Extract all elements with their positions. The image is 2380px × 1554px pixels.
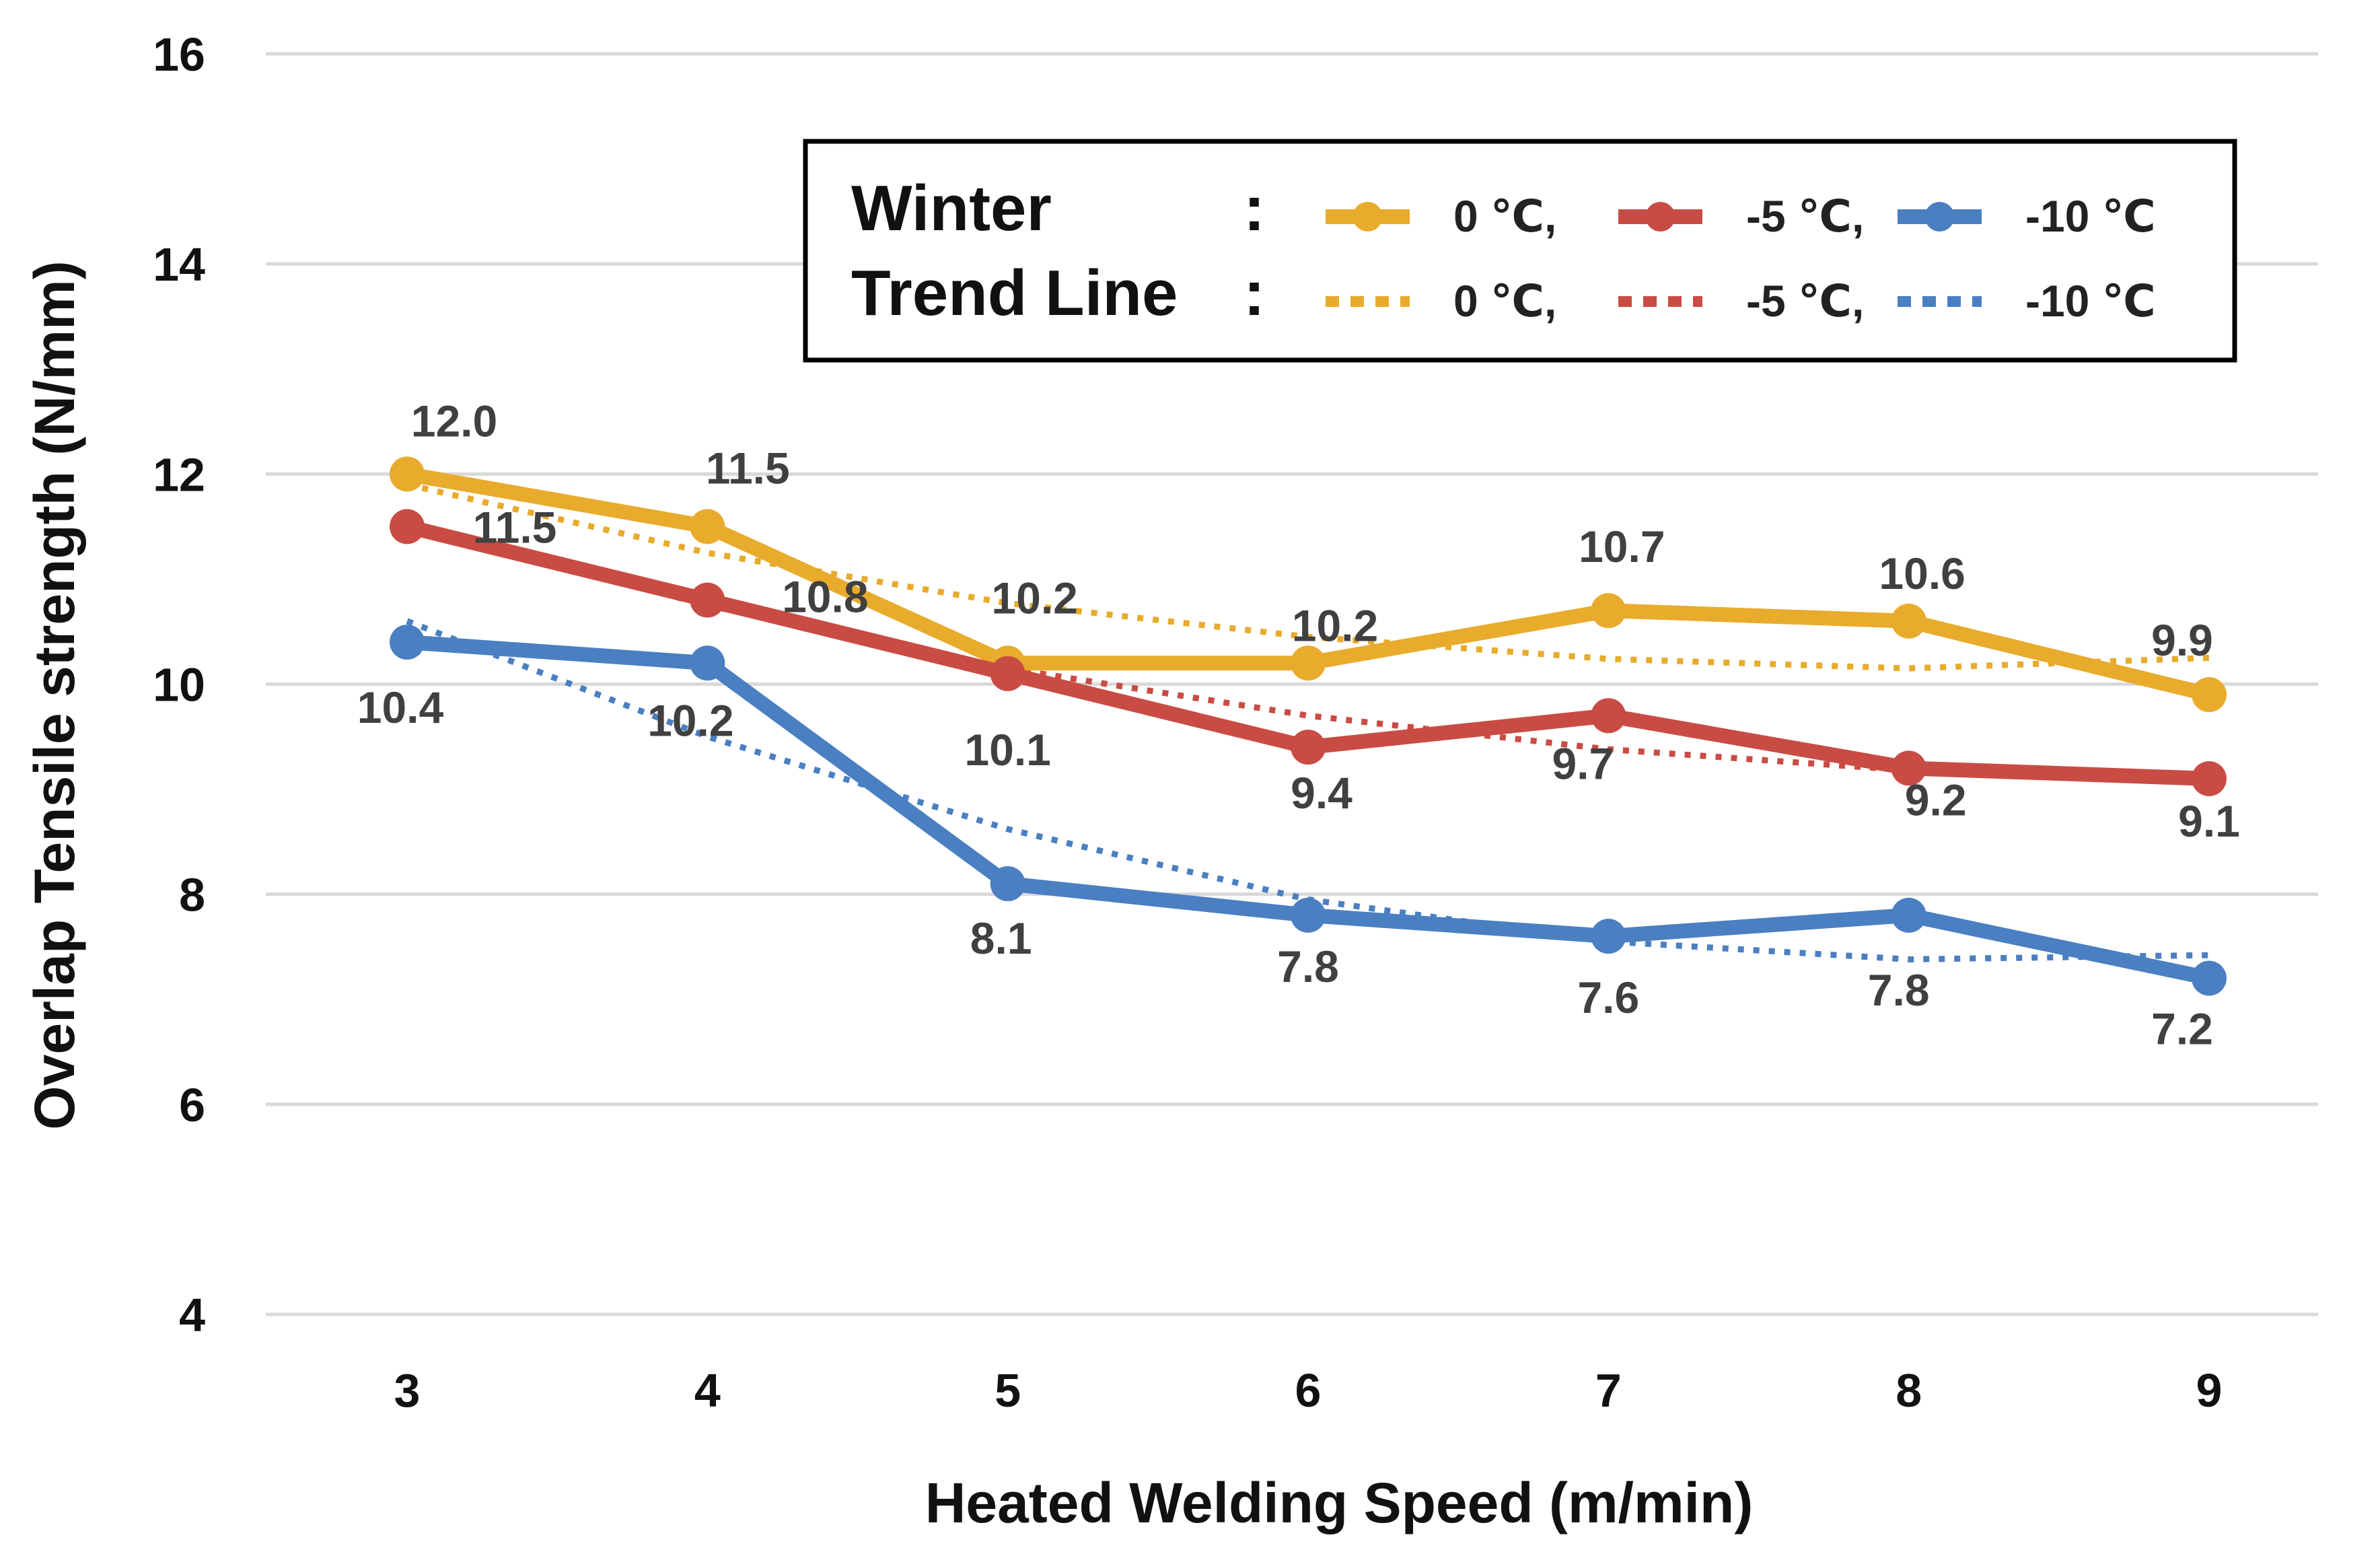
data-label: 10.2 bbox=[991, 573, 1077, 623]
x-axis-title: Heated Welding Speed (m/min) bbox=[925, 1471, 1754, 1534]
data-point bbox=[1891, 603, 1926, 639]
x-tick-label: 6 bbox=[1295, 1364, 1322, 1417]
trend-line bbox=[406, 481, 2210, 672]
y-tick-label: 6 bbox=[179, 1079, 205, 1131]
data-point bbox=[1891, 897, 1926, 933]
data-label: 11.5 bbox=[473, 502, 557, 552]
x-axis-ticks: 3 4 5 6 7 8 9 bbox=[394, 1364, 2223, 1417]
data-label: 10.1 bbox=[964, 725, 1050, 775]
legend-trend-colon: : bbox=[1243, 257, 1265, 329]
data-label: 10.8 bbox=[782, 572, 868, 622]
data-point bbox=[1891, 750, 1926, 786]
x-tick-label: 8 bbox=[1896, 1364, 1922, 1417]
legend-marker-swatch bbox=[1353, 202, 1383, 232]
data-label: 8.1 bbox=[970, 913, 1032, 963]
x-tick-label: 5 bbox=[995, 1364, 1021, 1417]
data-series bbox=[390, 456, 2227, 996]
data-point bbox=[690, 582, 725, 618]
y-tick-label: 4 bbox=[179, 1289, 205, 1341]
data-point bbox=[990, 866, 1025, 902]
data-point bbox=[390, 509, 425, 544]
data-label: 7.2 bbox=[2151, 1004, 2213, 1054]
data-point bbox=[1291, 645, 1326, 681]
legend-marker-swatch bbox=[1924, 202, 1955, 232]
data-label: 7.8 bbox=[1868, 965, 1930, 1015]
data-point bbox=[2192, 960, 2227, 996]
data-label: 9.7 bbox=[1552, 738, 1614, 788]
data-label: 9.1 bbox=[2178, 796, 2240, 846]
y-tick-label: 10 bbox=[153, 659, 205, 711]
y-tick-label: 16 bbox=[153, 28, 205, 81]
legend-box bbox=[803, 139, 2237, 363]
data-label: 7.6 bbox=[1577, 973, 1639, 1022]
data-point bbox=[990, 656, 1025, 691]
data-label: 9.2 bbox=[1905, 775, 1967, 824]
data-point bbox=[390, 456, 425, 492]
data-label: 10.6 bbox=[1879, 549, 1965, 598]
x-tick-label: 9 bbox=[2196, 1364, 2223, 1417]
data-point bbox=[1591, 919, 1626, 954]
data-point bbox=[390, 625, 425, 660]
x-tick-label: 7 bbox=[1595, 1364, 1622, 1417]
data-point bbox=[2192, 677, 2227, 713]
data-label: 12.0 bbox=[411, 396, 497, 446]
data-label: 10.4 bbox=[357, 682, 444, 732]
y-tick-label: 8 bbox=[179, 869, 205, 921]
data-labels: 12.0 11.5 10.2 10.2 10.7 10.6 9.9 11.5 10.8 10.1 9… bbox=[357, 396, 2240, 1053]
legend-winter-colon: : bbox=[1243, 172, 1265, 244]
data-point bbox=[1291, 730, 1326, 765]
legend-trend-label: -10 ℃ bbox=[2025, 276, 2156, 326]
data-label: 10.2 bbox=[647, 695, 733, 745]
y-axis-ticks: 4 6 8 10 12 14 16 bbox=[153, 28, 205, 1341]
data-label: 9.4 bbox=[1291, 768, 1353, 818]
legend-trend-label: 0 ℃, bbox=[1453, 276, 1556, 326]
data-point bbox=[1291, 897, 1326, 933]
legend-marker-swatch bbox=[1645, 202, 1675, 232]
legend-entries: 0 ℃, 0 ℃, -5 ℃, -5 ℃, -10 ℃ -10 ℃ bbox=[1326, 191, 2156, 326]
y-tick-label: 14 bbox=[153, 238, 205, 291]
data-label: 9.9 bbox=[2151, 615, 2213, 665]
data-label: 7.8 bbox=[1277, 942, 1339, 991]
data-point bbox=[2192, 761, 2227, 796]
legend-trend-label: -5 ℃, bbox=[1746, 276, 1864, 326]
legend-label: -10 ℃ bbox=[2025, 191, 2156, 241]
data-point bbox=[1591, 698, 1626, 734]
data-point bbox=[690, 509, 725, 544]
data-label: 10.2 bbox=[1292, 600, 1378, 650]
x-tick-label: 3 bbox=[394, 1364, 421, 1417]
x-tick-label: 4 bbox=[694, 1364, 721, 1417]
data-label: 11.5 bbox=[706, 443, 790, 493]
data-point bbox=[690, 645, 725, 681]
y-tick-label: 12 bbox=[153, 448, 205, 501]
legend-winter-title: Winter bbox=[851, 172, 1052, 244]
legend: Winter : Trend Line : 0 ℃, 0 ℃, -5 ℃, -5 ℃,… bbox=[803, 139, 2237, 363]
legend-label: -5 ℃, bbox=[1746, 191, 1864, 241]
legend-trend-title: Trend Line bbox=[851, 257, 1178, 329]
y-axis-title: Overlap Tensile strength (N/mm) bbox=[23, 260, 86, 1129]
data-label: 10.7 bbox=[1579, 522, 1665, 571]
legend-label: 0 ℃, bbox=[1453, 191, 1556, 241]
data-point bbox=[1591, 593, 1626, 629]
